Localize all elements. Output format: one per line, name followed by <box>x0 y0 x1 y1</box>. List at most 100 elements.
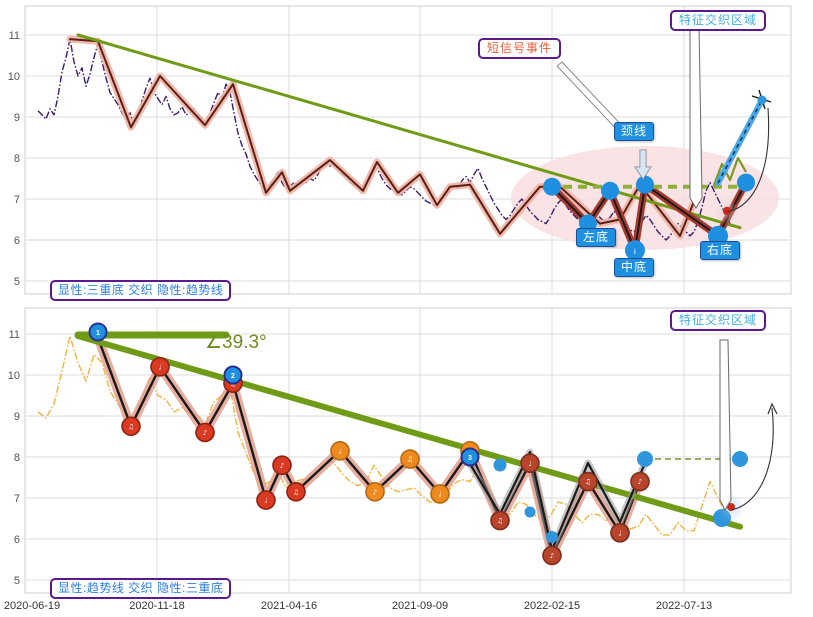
blue-dot-b1 <box>493 458 507 472</box>
bottom-ytick-6: 6 <box>14 534 20 546</box>
pattern-dot-mid-bottom <box>625 240 645 261</box>
top-ytick-10: 10 <box>8 71 20 83</box>
current-bar-marker-bottom <box>719 339 732 512</box>
wave-marker-glyph: ♪ <box>280 462 284 470</box>
top-ytick-7: 7 <box>14 194 20 206</box>
pivot-marker-label: 2 <box>231 373 235 380</box>
pattern-dot-neckline-left <box>543 177 561 196</box>
pivot-marker-label: 3 <box>468 455 472 462</box>
pattern-point-dots: i <box>543 173 755 261</box>
wave-markers: ♫♩♪♫♩♪♫♩♪♫♩♪♫♩♪♫♩♪ <box>121 357 650 566</box>
pivot-marker-1: 1 <box>88 322 108 342</box>
wave-marker-glyph: ♩ <box>528 460 531 468</box>
left-bottom-label[interactable]: 左底 <box>576 228 617 247</box>
wave-marker-glyph: ♪ <box>638 478 642 486</box>
pivot-marker-label: 1 <box>96 330 100 337</box>
wave-marker: ♩ <box>256 490 276 510</box>
wave-marker-glyph: ♫ <box>293 488 299 496</box>
trendline-top <box>76 33 742 230</box>
bottom-ytick-9: 9 <box>14 411 20 423</box>
top-legend-label: 显性:三重底 交织 隐性:趋势线 <box>50 280 232 301</box>
breakout-curve-arrow <box>726 107 770 213</box>
top-ytick-6: 6 <box>14 235 20 247</box>
wave-marker: ♪ <box>195 422 215 443</box>
wave-marker-glyph: ♩ <box>338 447 341 455</box>
breakout-arrow-shaft <box>715 97 765 186</box>
wave-marker-glyph: ♩ <box>158 363 161 371</box>
top-ytick-9: 9 <box>14 112 20 124</box>
bottom-ytick-10: 10 <box>8 370 20 382</box>
neckline-label[interactable]: 颈线 <box>614 122 655 141</box>
blue-dot-b5 <box>732 451 748 467</box>
top-ytick-11: 11 <box>9 30 20 42</box>
top-y-axis-labels: 11 10 9 8 7 6 5 <box>8 30 20 288</box>
neckline-leader-arrow <box>634 149 652 180</box>
mid-bottom-dot-glyph: i <box>634 249 636 256</box>
breakout-arrow-tip-dot <box>757 95 767 105</box>
trendline-angle-label: ∠39.3° <box>205 332 267 353</box>
mid-bottom-label[interactable]: 中底 <box>614 258 655 277</box>
blue-dot-b3 <box>546 531 558 543</box>
breakout-arrow-group <box>715 89 772 186</box>
top-feature-zone-label: 特征交织区域 <box>670 10 767 31</box>
pivot-marker-3: 3 <box>460 447 480 467</box>
wave-marker: ♫ <box>400 449 420 469</box>
pattern-dot-breakout <box>737 173 755 192</box>
pivot-number-markers: 1 2 3 <box>88 322 480 467</box>
wave-marker: ♫ <box>286 482 306 502</box>
wave-marker-glyph: ♩ <box>264 497 267 505</box>
wave-marker: ♫ <box>578 471 598 492</box>
breakout-red-dot <box>722 206 732 216</box>
wave-marker-glyph: ♫ <box>128 423 134 431</box>
pattern-dot-neckline <box>636 175 654 194</box>
bottom-ytick-7: 7 <box>14 493 20 505</box>
xtick-1: 2020-11-18 <box>129 600 184 612</box>
wave-marker: ♫ <box>490 510 510 531</box>
wave-marker-glyph: ♩ <box>618 529 621 537</box>
blue-dot-b2 <box>524 506 536 518</box>
wave-marker-glyph: ♪ <box>203 429 207 437</box>
xtick-2: 2021-04-16 <box>261 600 317 612</box>
wave-marker: ♩ <box>150 357 170 377</box>
bottom-chart-panel: 11 10 9 8 7 6 5 <box>4 307 792 612</box>
x-axis-labels: 2020-06-19 2020-11-18 2021-04-16 2021-09… <box>4 600 712 612</box>
wave-marker-glyph: ♫ <box>497 517 503 525</box>
forecast-green-zigzag <box>712 156 747 186</box>
wave-marker: ♪ <box>272 455 292 475</box>
bottom-feature-zone-label: 特征交织区域 <box>670 310 767 331</box>
wave-marker: ♩ <box>330 441 350 461</box>
pivot-marker-2: 2 <box>223 365 243 385</box>
wave-marker: ♩ <box>520 453 540 473</box>
xtick-3: 2021-09-09 <box>392 600 448 612</box>
wave-marker: ♪ <box>542 545 562 566</box>
wave-marker: ♪ <box>630 471 650 492</box>
xtick-5: 2022-07-13 <box>656 600 712 612</box>
breakout-curve-arrow-bottom <box>730 407 774 511</box>
wave-marker: ♩ <box>430 484 450 504</box>
bottom-ytick-11: 11 <box>9 329 20 341</box>
bottom-ytick-5: 5 <box>14 575 20 587</box>
pattern-dot-right-bottom <box>708 225 728 246</box>
top-ytick-5: 5 <box>14 276 20 288</box>
wave-marker: ♫ <box>121 416 141 437</box>
top-ytick-8: 8 <box>14 153 20 165</box>
top-chart-panel: 11 10 9 8 7 6 5 i <box>8 5 792 295</box>
breakout-curve-arrowhead-bottom <box>767 402 778 415</box>
short-signal-event-label: 短信号事件 <box>478 38 562 59</box>
wave-marker-glyph: ♪ <box>550 552 554 560</box>
right-bottom-label[interactable]: 右底 <box>700 241 741 260</box>
zigzag-line-top <box>69 38 701 237</box>
wave-marker: ♩ <box>610 523 630 543</box>
bottom-ytick-8: 8 <box>14 452 20 464</box>
bottom-y-axis-labels: 11 10 9 8 7 6 5 <box>8 329 20 587</box>
xtick-4: 2022-02-15 <box>524 600 580 612</box>
wave-marker-glyph: ♫ <box>585 478 591 486</box>
wave-marker-glyph: ♫ <box>407 456 413 464</box>
bottom-legend-label: 显性:趋势线 交织 隐性:三重底 <box>50 578 232 599</box>
wave-marker: ♪ <box>365 482 385 502</box>
wave-marker-glyph: ♪ <box>373 488 377 496</box>
pattern-dot-peak <box>601 181 619 200</box>
wave-marker-glyph: ♩ <box>438 491 441 499</box>
blue-dot-b4 <box>637 451 653 467</box>
